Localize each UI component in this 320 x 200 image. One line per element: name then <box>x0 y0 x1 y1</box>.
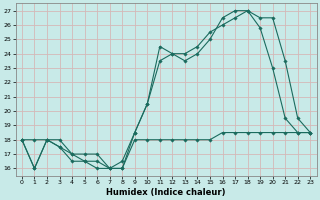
X-axis label: Humidex (Indice chaleur): Humidex (Indice chaleur) <box>106 188 226 197</box>
